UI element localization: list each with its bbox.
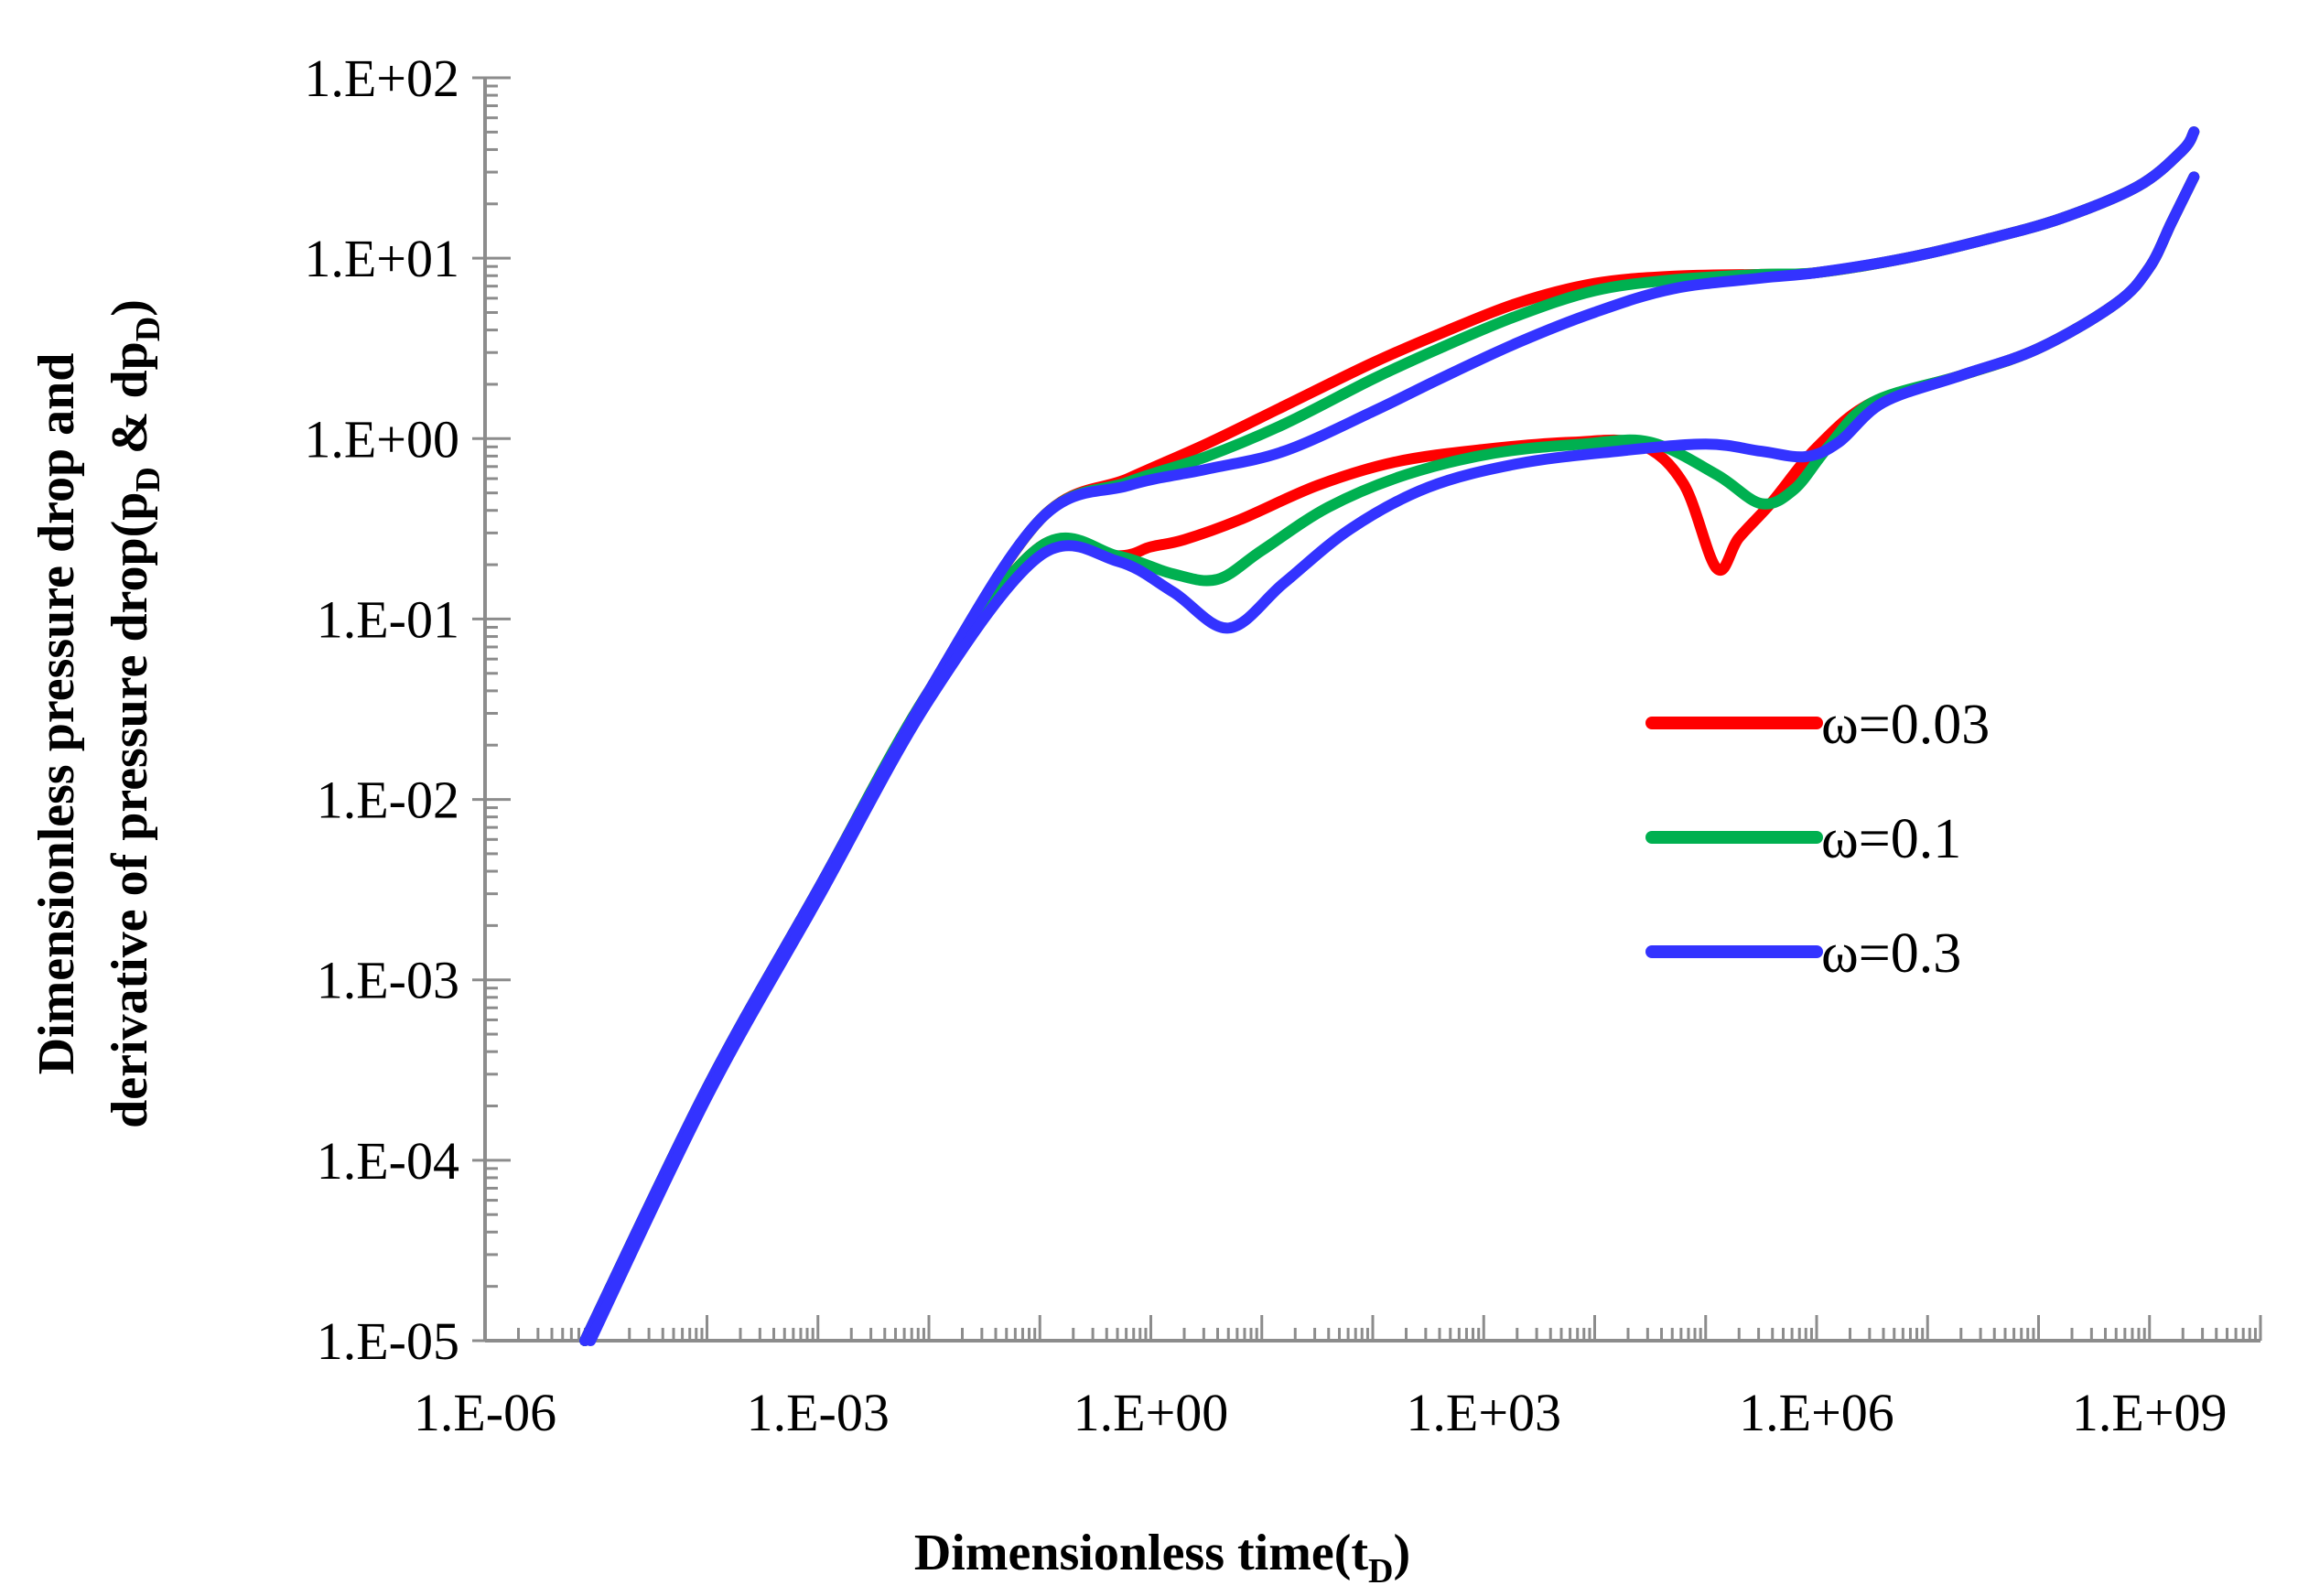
x-axis-title-sub: D	[1368, 1552, 1393, 1591]
y-minor-ticks	[485, 84, 498, 1289]
x-axis-title-main: Dimensionless time(t	[914, 1525, 1369, 1581]
x-minor-ticks	[516, 1328, 2257, 1341]
y-axis-title-line1: Dimensionless pressure drop and	[28, 353, 85, 1075]
y-tick-label: 1.E+01	[304, 229, 459, 288]
series-lines	[579, 126, 2200, 1346]
legend-label-omega-03: ω=0.3	[1821, 922, 1961, 985]
x-tick-label: 1.E+00	[1073, 1383, 1229, 1442]
y-tick-label: 1.E-05	[317, 1311, 459, 1371]
y-axis-title-sub1: D	[129, 467, 167, 491]
legend: ω=0.03 ω=0.1 ω=0.3	[1645, 694, 1990, 985]
x-axis-title: Dimensionless time(tD)	[914, 1525, 1410, 1591]
y-major-ticks	[472, 76, 511, 1343]
y-axis-title-line2-b: & dp	[102, 341, 158, 467]
x-tick-label: 1.E-03	[747, 1383, 890, 1442]
y-tick-label: 1.E+00	[304, 409, 459, 469]
y-tick-label: 1.E-04	[317, 1131, 459, 1191]
y-tick-label: 1.E-02	[317, 771, 459, 830]
y-tick-label: 1.E-03	[317, 951, 459, 1010]
y-tick-label: 1.E-01	[317, 589, 459, 649]
x-axis-title-end: )	[1393, 1525, 1410, 1581]
x-tick-label: 1.E+06	[1739, 1383, 1894, 1442]
y-axis-title-line2-end: )	[102, 299, 158, 317]
y-axis-title-sub2: D	[129, 317, 167, 341]
legend-label-omega-01: ω=0.1	[1821, 808, 1961, 870]
x-tick-label: 1.E+03	[1406, 1383, 1561, 1442]
x-tick-label: 1.E-06	[414, 1383, 556, 1442]
y-axis-title-line2: derivative of pressure drop(pD & dpD)	[102, 299, 167, 1128]
legend-label-omega-003: ω=0.03	[1821, 694, 1990, 756]
y-tick-labels: 1.E-05 1.E-04 1.E-03 1.E-02 1.E-01 1.E+00 1.E+…	[304, 49, 459, 1371]
y-tick-label: 1.E+02	[304, 49, 459, 108]
x-tick-labels: 1.E-06 1.E-03 1.E+00 1.E+03 1.E+06 1.E+09	[414, 1383, 2228, 1442]
x-tick-label: 1.E+09	[2072, 1383, 2228, 1442]
series-line-omega-03-derivative	[585, 171, 2200, 1346]
y-axis-title-line2-a: derivative of pressure drop(p	[102, 492, 158, 1128]
